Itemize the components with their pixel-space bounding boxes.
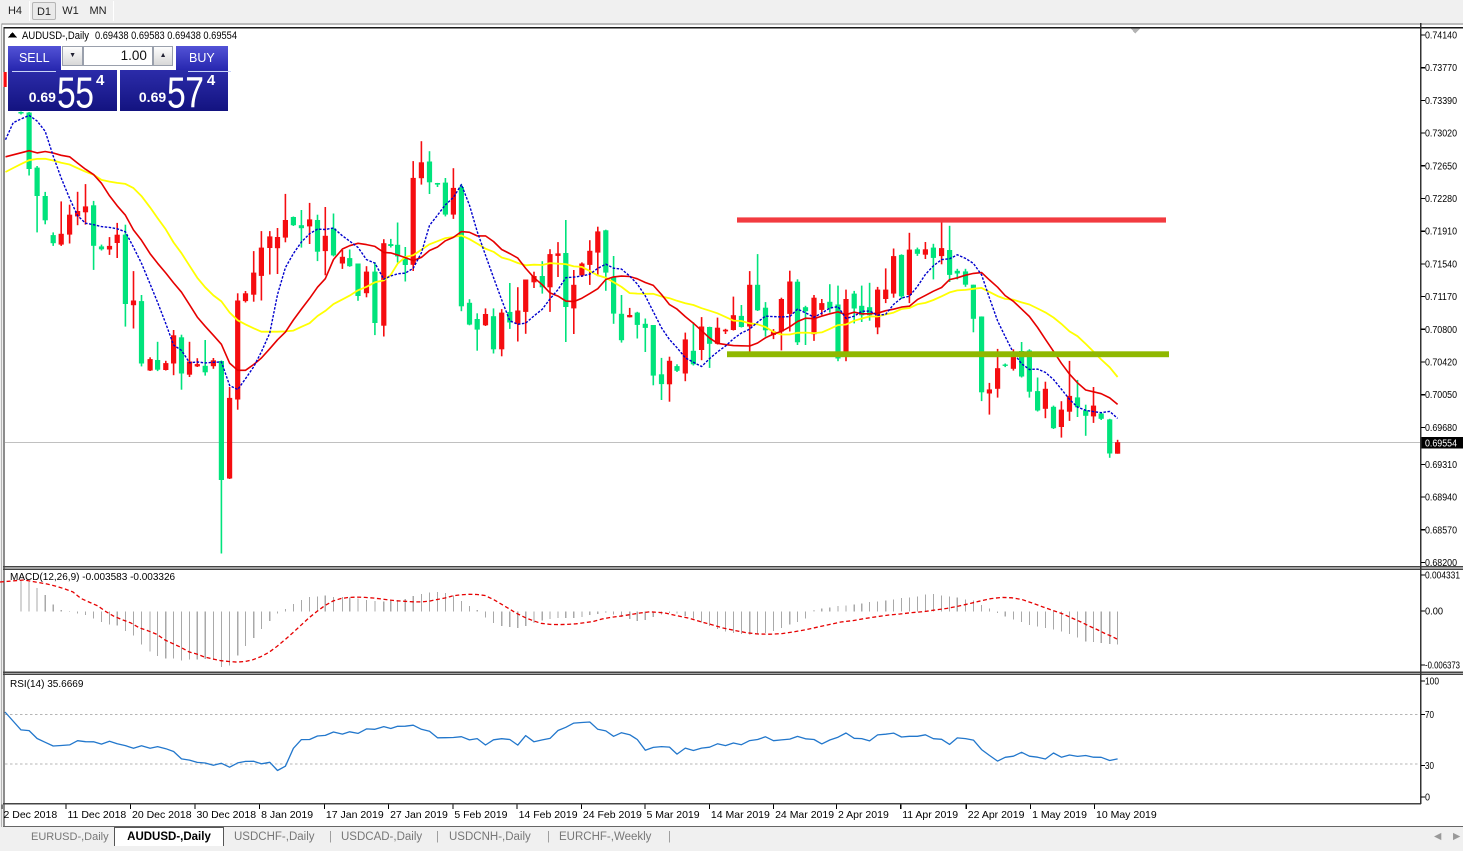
svg-text:0.71540: 0.71540 xyxy=(1425,259,1457,270)
svg-text:-0.006373: -0.006373 xyxy=(1425,661,1460,672)
svg-text:0.69680: 0.69680 xyxy=(1425,423,1457,434)
svg-text:1 May 2019: 1 May 2019 xyxy=(1032,809,1087,821)
svg-text:0.70800: 0.70800 xyxy=(1425,325,1457,336)
svg-text:30 Dec 2018: 30 Dec 2018 xyxy=(197,809,257,821)
svg-text:24 Feb 2019: 24 Feb 2019 xyxy=(583,809,642,821)
svg-text:10 May 2019: 10 May 2019 xyxy=(1096,809,1157,821)
svg-text:0.74140: 0.74140 xyxy=(1425,31,1457,42)
svg-text:2 Dec 2018: 2 Dec 2018 xyxy=(4,809,58,821)
svg-text:2 Apr 2019: 2 Apr 2019 xyxy=(838,809,889,821)
svg-text:AUDUSD-,Daily: AUDUSD-,Daily xyxy=(22,30,89,42)
svg-text:0.71910: 0.71910 xyxy=(1425,227,1457,238)
svg-text:0.73770: 0.73770 xyxy=(1425,63,1457,74)
svg-text:0.70050: 0.70050 xyxy=(1425,390,1457,401)
svg-text:8 Jan 2019: 8 Jan 2019 xyxy=(261,809,313,821)
svg-text:11 Apr 2019: 11 Apr 2019 xyxy=(902,809,958,821)
svg-text:MACD(12,26,9) -0.003583 -0.003: MACD(12,26,9) -0.003583 -0.003326 xyxy=(10,572,176,583)
svg-text:RSI(14) 35.6669: RSI(14) 35.6669 xyxy=(10,679,84,690)
svg-text:0.69438 0.69583 0.69438 0.6955: 0.69438 0.69583 0.69438 0.69554 xyxy=(95,30,237,42)
svg-text:100: 100 xyxy=(1425,677,1439,688)
svg-text:0.00: 0.00 xyxy=(1425,607,1443,618)
svg-text:0.004331: 0.004331 xyxy=(1425,571,1460,582)
svg-text:0.72280: 0.72280 xyxy=(1425,194,1457,205)
svg-text:0.69554: 0.69554 xyxy=(1425,438,1457,449)
svg-text:27 Jan 2019: 27 Jan 2019 xyxy=(390,809,448,821)
svg-text:0.72650: 0.72650 xyxy=(1425,161,1457,172)
svg-text:0.73020: 0.73020 xyxy=(1425,129,1457,140)
svg-text:22 Apr 2019: 22 Apr 2019 xyxy=(968,809,1025,821)
svg-text:0.68570: 0.68570 xyxy=(1425,525,1457,536)
svg-text:17 Jan 2019: 17 Jan 2019 xyxy=(326,809,384,821)
svg-text:70: 70 xyxy=(1425,710,1434,721)
svg-text:0.73390: 0.73390 xyxy=(1425,96,1457,107)
svg-text:0: 0 xyxy=(1425,793,1430,804)
svg-text:0.68200: 0.68200 xyxy=(1425,558,1457,569)
svg-text:14 Mar 2019: 14 Mar 2019 xyxy=(711,809,770,821)
svg-text:5 Feb 2019: 5 Feb 2019 xyxy=(454,809,507,821)
svg-text:11 Dec 2018: 11 Dec 2018 xyxy=(68,809,127,821)
svg-text:0.68940: 0.68940 xyxy=(1425,493,1457,504)
svg-text:24 Mar 2019: 24 Mar 2019 xyxy=(775,809,834,821)
svg-text:0.71170: 0.71170 xyxy=(1425,292,1457,303)
svg-text:5 Mar 2019: 5 Mar 2019 xyxy=(647,809,700,821)
svg-text:30: 30 xyxy=(1425,761,1434,772)
svg-text:20 Dec 2018: 20 Dec 2018 xyxy=(132,809,192,821)
svg-text:14 Feb 2019: 14 Feb 2019 xyxy=(519,809,578,821)
svg-text:0.69310: 0.69310 xyxy=(1425,460,1457,471)
svg-text:0.70420: 0.70420 xyxy=(1425,358,1457,369)
